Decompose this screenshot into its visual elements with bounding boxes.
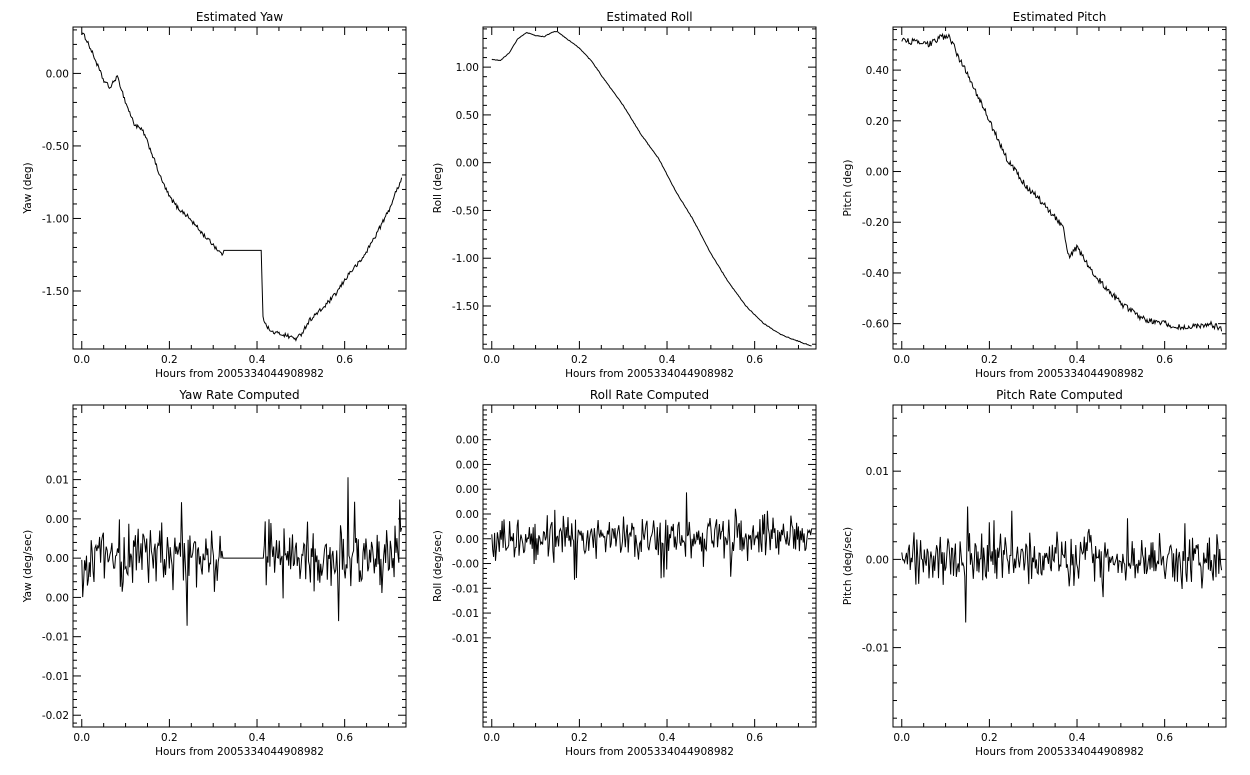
x-tick-label: 0.0 <box>893 732 910 744</box>
y-tick-label: 0.00 <box>46 553 69 565</box>
x-tick-label: 0.4 <box>659 354 676 366</box>
y-tick-label: -0.02 <box>42 710 69 722</box>
plot-frame <box>892 404 1227 728</box>
chart-title: Roll Rate Computed <box>590 388 709 402</box>
y-tick-label: -0.01 <box>862 643 889 655</box>
panel-4: Yaw Rate Computed 0.0 0.2 0.4 0.6 0.01 0.00 0.0… <box>22 388 407 758</box>
y-tick-label: 0.01 <box>46 475 69 487</box>
x-tick-label: 0.0 <box>73 354 90 366</box>
panel-2: Estimated Roll 0.0 0.2 0.4 0.6 1.00 0.50 0.00 -0… <box>432 10 817 380</box>
series-line <box>491 492 813 580</box>
y-tick-label: -1.00 <box>452 253 479 265</box>
series-line <box>491 30 812 347</box>
y-axis-label: Roll (deg) <box>432 163 444 213</box>
y-tick-label: -0.01 <box>42 632 69 644</box>
chart-title: Pitch Rate Computed <box>996 388 1123 402</box>
y-tick-label: -1.50 <box>452 301 479 313</box>
series-line <box>81 477 403 626</box>
y-tick-label: 0.00 <box>456 435 479 447</box>
y-tick-label: 0.20 <box>866 116 889 128</box>
panel-5: Roll Rate Computed 0.0 0.2 0.4 0.6 0.00 0.00 0.… <box>432 388 817 758</box>
y-tick-label: -1.50 <box>42 286 69 298</box>
y-axis-label: Yaw (deg/sec) <box>22 530 34 604</box>
x-axis-label: Hours from 2005334044908982 <box>155 746 324 758</box>
y-tick-label: -1.00 <box>42 213 69 225</box>
plot-frame <box>482 404 817 728</box>
x-tick-label: 0.6 <box>336 732 353 744</box>
y-tick-label: 0.40 <box>866 65 889 77</box>
chart-title: Estimated Roll <box>606 10 692 24</box>
y-tick-label: -0.01 <box>42 671 69 683</box>
x-axis-label: Hours from 2005334044908982 <box>975 746 1144 758</box>
x-axis-label: Hours from 2005334044908982 <box>975 368 1144 380</box>
x-tick-label: 0.0 <box>483 354 500 366</box>
y-axis-label: Yaw (deg) <box>22 162 34 214</box>
series-line <box>81 32 403 342</box>
x-tick-label: 0.2 <box>571 354 588 366</box>
chart-title: Yaw Rate Computed <box>178 388 299 402</box>
x-tick-label: 0.2 <box>161 732 178 744</box>
panel-6: Pitch Rate Computed 0.0 0.2 0.4 0.6 0.01 0.00 -… <box>842 388 1227 758</box>
x-tick-label: 0.4 <box>1069 354 1086 366</box>
y-tick-label: 0.00 <box>866 167 889 179</box>
y-axis-label: Pitch (deg) <box>842 160 854 217</box>
y-tick-label: 0.00 <box>866 554 889 566</box>
x-tick-label: 0.0 <box>73 732 90 744</box>
x-tick-label: 0.4 <box>1069 732 1086 744</box>
y-tick-label: -0.40 <box>862 268 889 280</box>
y-tick-label: -0.60 <box>862 319 889 331</box>
y-tick-label: -0.20 <box>862 217 889 229</box>
y-tick-label: 0.00 <box>456 509 479 521</box>
panel-3: Estimated Pitch 0.0 0.2 0.4 0.6 0.40 0.20 0.00 -… <box>842 10 1227 380</box>
x-tick-label: 0.6 <box>746 732 763 744</box>
y-tick-label: 1.00 <box>456 62 479 74</box>
y-tick-label: 0.00 <box>456 158 479 170</box>
x-tick-label: 0.0 <box>893 354 910 366</box>
y-tick-label: 0.00 <box>456 459 479 471</box>
x-tick-label: 0.6 <box>336 354 353 366</box>
chart-title: Estimated Yaw <box>196 10 283 24</box>
plot-frame <box>72 26 407 350</box>
x-tick-label: 0.4 <box>659 732 676 744</box>
y-tick-label: 0.50 <box>456 110 479 122</box>
y-tick-label: 0.00 <box>456 534 479 546</box>
chart-title: Estimated Pitch <box>1013 10 1107 24</box>
y-tick-label: -0.01 <box>452 608 479 620</box>
y-axis-label: Roll (deg/sec) <box>432 530 444 602</box>
x-axis-label: Hours from 2005334044908982 <box>565 368 734 380</box>
panel-1: Estimated Yaw 0.0 0.2 0.4 0.6 0.00 -0.50 -1.00 -… <box>22 10 407 380</box>
x-tick-label: 0.4 <box>249 354 266 366</box>
y-tick-label: 0.00 <box>46 68 69 80</box>
x-tick-label: 0.2 <box>981 732 998 744</box>
x-axis-label: Hours from 2005334044908982 <box>565 746 734 758</box>
y-tick-label: -0.50 <box>42 141 69 153</box>
series-line <box>901 506 1223 623</box>
y-tick-label: -0.01 <box>452 633 479 645</box>
x-tick-label: 0.2 <box>981 354 998 366</box>
x-tick-label: 0.0 <box>483 732 500 744</box>
x-tick-label: 0.2 <box>161 354 178 366</box>
x-tick-label: 0.6 <box>1156 354 1173 366</box>
y-axis-label: Pitch (deg/sec) <box>842 527 854 605</box>
series-line <box>901 32 1223 332</box>
x-tick-label: 0.6 <box>746 354 763 366</box>
x-tick-label: 0.4 <box>249 732 266 744</box>
x-tick-label: 0.2 <box>571 732 588 744</box>
y-tick-label: -0.50 <box>452 205 479 217</box>
y-tick-label: 0.00 <box>456 484 479 496</box>
y-tick-label: 0.00 <box>46 514 69 526</box>
y-tick-label: 0.01 <box>866 466 889 478</box>
y-tick-label: -0.01 <box>452 583 479 595</box>
x-tick-label: 0.6 <box>1156 732 1173 744</box>
plot-frame <box>72 404 407 728</box>
plot-frame <box>892 26 1227 350</box>
x-axis-label: Hours from 2005334044908982 <box>155 368 324 380</box>
y-tick-label: 0.00 <box>46 592 69 604</box>
plot-frame <box>482 26 817 350</box>
y-tick-label: -0.00 <box>452 559 479 571</box>
